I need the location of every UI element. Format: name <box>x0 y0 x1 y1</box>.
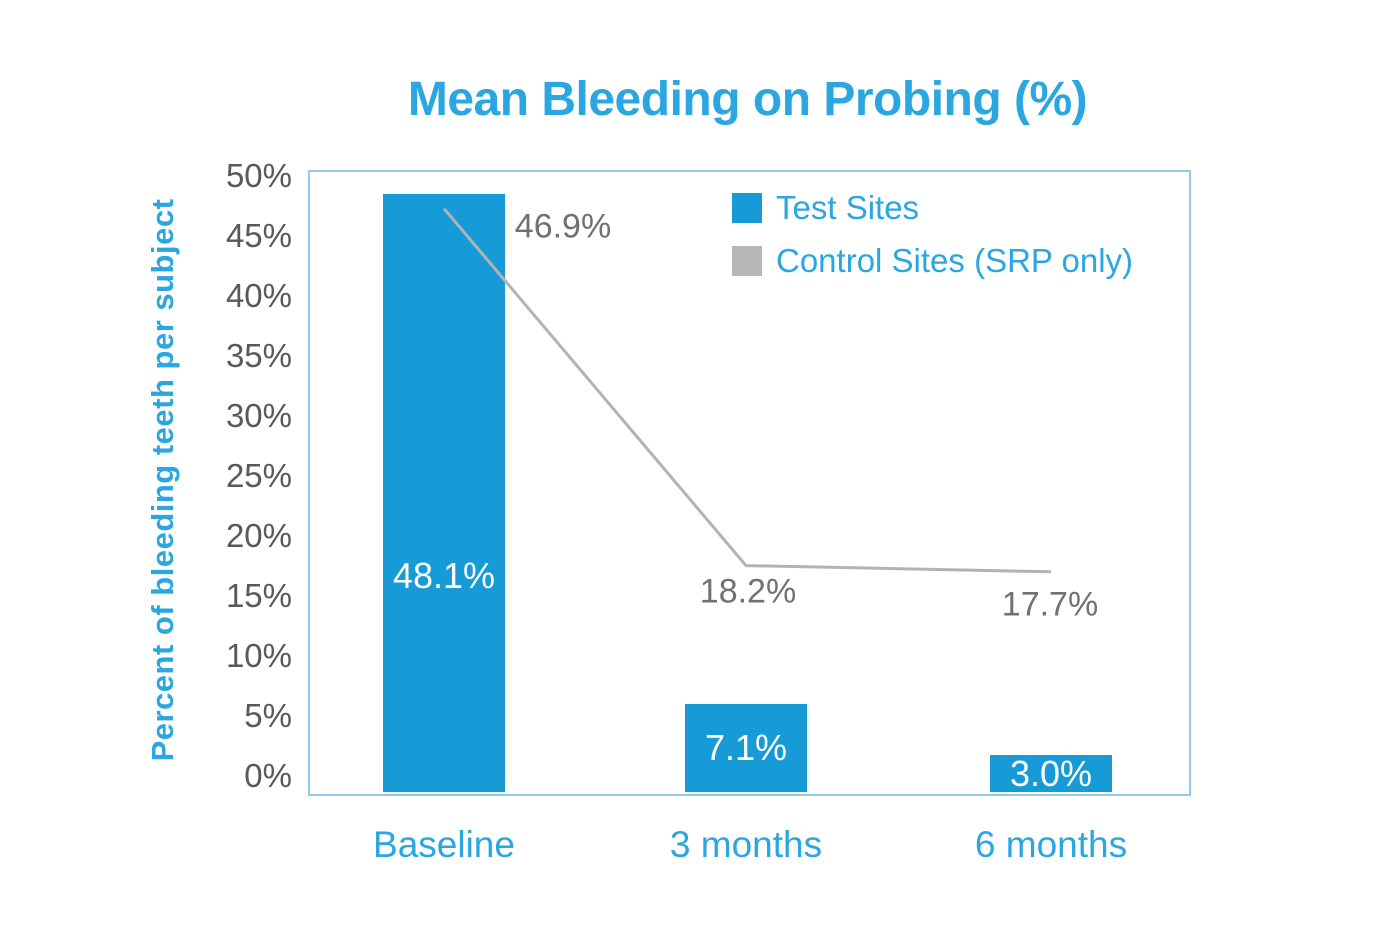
legend-label: Test Sites <box>776 189 920 226</box>
control-line-svg <box>442 207 1052 574</box>
bar-value-label: 7.1% <box>704 727 788 768</box>
bar-value-label: 3.0% <box>1009 752 1093 794</box>
y-tick-label: 0% <box>244 757 292 794</box>
y-tick-label: 40% <box>225 277 292 314</box>
x-category-label: 3 months <box>669 824 823 865</box>
legend-label: Control Sites (SRP only) <box>776 242 1134 279</box>
bar-6-months: 3.0% <box>990 755 1112 792</box>
line-value-label: 17.7% <box>1001 585 1099 624</box>
bar-3-months: 7.1% <box>685 704 807 792</box>
legend-swatch-icon <box>732 246 762 276</box>
y-tick-label: 5% <box>244 697 292 734</box>
line-value-label: 46.9% <box>514 207 612 246</box>
y-tick-label: 20% <box>225 517 292 554</box>
legend-item: Control Sites (SRP only) <box>732 242 1133 280</box>
line-value-label: 18.2% <box>699 572 797 611</box>
chart-title: Mean Bleeding on Probing (%) <box>407 73 1088 126</box>
x-category-label: 6 months <box>974 824 1128 865</box>
y-tick-label: 50% <box>225 157 292 194</box>
y-tick-label: 10% <box>225 637 292 674</box>
y-tick-label: 35% <box>225 337 292 374</box>
bar-value-label: 48.1% <box>392 555 496 596</box>
control-line <box>442 207 1052 574</box>
legend: Test Sites Control Sites (SRP only) <box>732 189 1133 280</box>
y-tick-label: 45% <box>225 217 292 254</box>
bar-baseline: 48.1% <box>383 194 505 792</box>
legend-swatch-icon <box>732 193 762 223</box>
legend-item: Test Sites <box>732 189 1133 227</box>
y-tick-label: 30% <box>225 397 292 434</box>
x-category-label: Baseline <box>373 824 515 865</box>
y-tick-label: 15% <box>225 577 292 614</box>
y-tick-label: 25% <box>225 457 292 494</box>
